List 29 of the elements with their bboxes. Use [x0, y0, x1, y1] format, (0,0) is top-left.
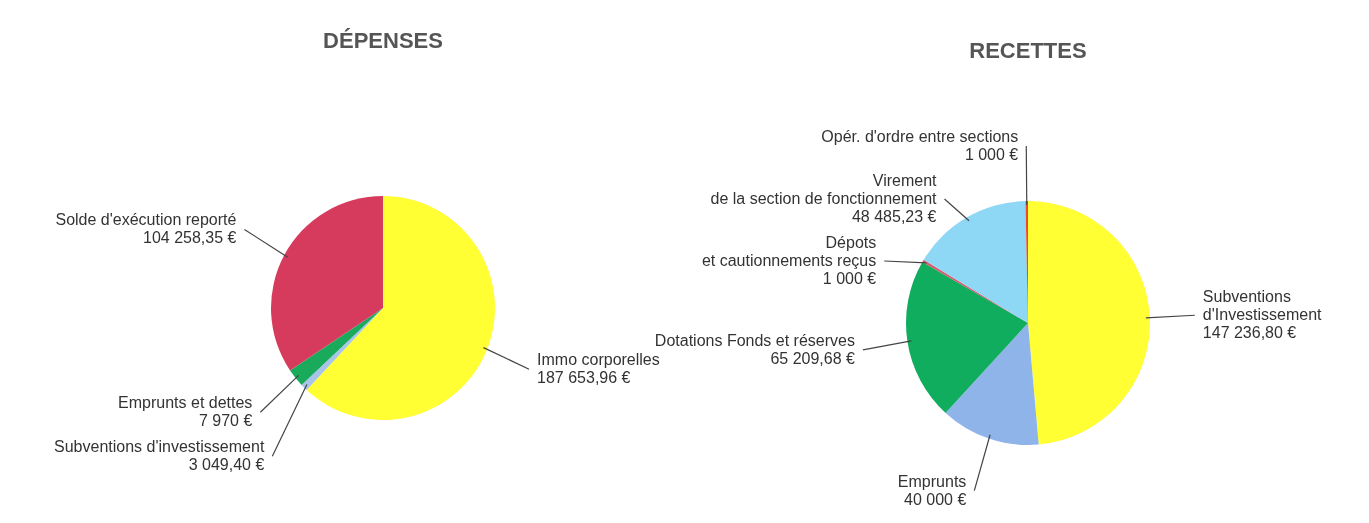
chart-title: DÉPENSES — [323, 28, 443, 53]
data-label: 104 258,35 € — [143, 229, 237, 247]
slice-label: Emprunts et dettes — [118, 394, 253, 412]
slice-label: Subventions d'investissement — [54, 438, 265, 456]
data-label: 187 653,96 € — [537, 369, 631, 387]
slice-label: Dépots et cautionnements reçus — [701, 234, 877, 270]
pie-slice — [906, 261, 1028, 413]
data-label: 40 000 € — [904, 490, 967, 508]
slice-label: Immo corporelles — [537, 351, 660, 369]
slice-label: Opér. d'ordre entre sections — [821, 128, 1019, 146]
slice-label: Solde d'exécution reporté — [55, 211, 237, 229]
data-label: 3 049,40 € — [188, 456, 265, 474]
data-label: 48 485,23 € — [851, 208, 937, 226]
data-label: 147 236,80 € — [1202, 324, 1297, 342]
data-label: 65 209,68 € — [770, 349, 856, 367]
pie-slice — [301, 308, 383, 390]
data-label: 1 000 € — [822, 270, 877, 288]
data-label: 7 970 € — [198, 412, 253, 430]
pie-slice — [945, 323, 1039, 445]
slice-label: Dotations Fonds et réserves — [654, 331, 855, 349]
chart-title: RECETTES — [969, 38, 1087, 63]
pie-slice — [306, 196, 495, 420]
pie-slice — [1028, 201, 1150, 445]
data-label: 1 000 € — [964, 146, 1019, 164]
slice-label: Subventions d'Investissement — [1202, 288, 1323, 324]
slice-label: Virement de la section de fonctionnement — [710, 172, 938, 208]
pie-slice — [290, 308, 383, 385]
slice-label: Emprunts — [897, 472, 967, 490]
pie-slice — [271, 196, 383, 371]
